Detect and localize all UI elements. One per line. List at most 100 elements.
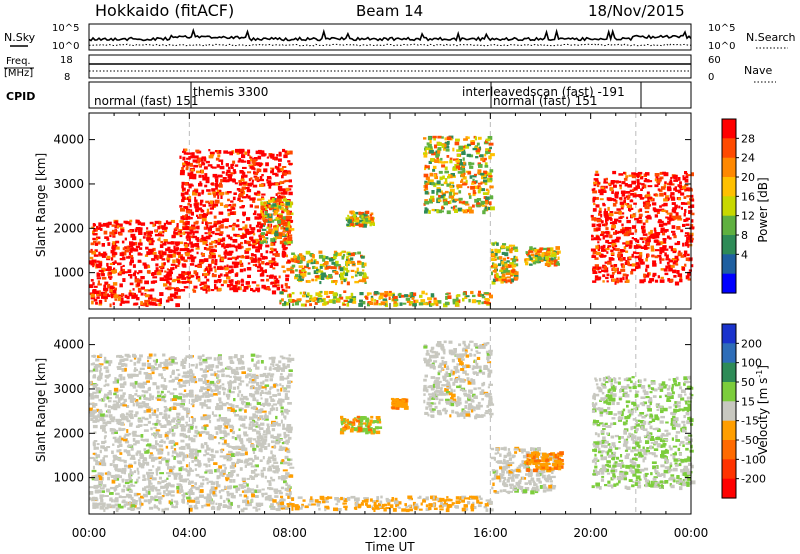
echo-cell bbox=[234, 245, 239, 249]
echo-cell bbox=[153, 223, 157, 227]
echo-cell bbox=[218, 490, 221, 494]
echo-cell bbox=[362, 213, 366, 217]
echo-cell bbox=[195, 208, 199, 213]
echo-cell bbox=[228, 403, 233, 406]
echo-cell bbox=[180, 398, 186, 403]
echo-cell bbox=[115, 220, 118, 224]
echo-cell bbox=[295, 260, 300, 264]
echo-cell bbox=[251, 281, 257, 284]
echo-cell bbox=[268, 213, 272, 217]
echo-cell bbox=[231, 436, 235, 439]
echo-cell bbox=[114, 503, 119, 507]
echo-cell bbox=[252, 164, 255, 167]
echo-cell bbox=[240, 440, 244, 444]
echo-cell bbox=[138, 395, 142, 400]
echo-cell bbox=[243, 431, 248, 435]
echo-cell bbox=[267, 467, 272, 472]
echo-cell bbox=[222, 179, 228, 183]
echo-cell bbox=[167, 474, 171, 477]
echo-cell bbox=[277, 476, 281, 480]
echo-cell bbox=[269, 247, 274, 251]
echo-cell bbox=[409, 301, 413, 305]
echo-cell bbox=[162, 243, 167, 246]
echo-cell bbox=[282, 233, 286, 236]
echo-cell bbox=[654, 214, 658, 218]
echo-cell bbox=[199, 389, 203, 393]
echo-cell bbox=[462, 209, 468, 214]
echo-cell bbox=[384, 291, 389, 295]
echo-cell bbox=[482, 159, 486, 163]
echo-cell bbox=[254, 386, 258, 390]
echo-cell bbox=[240, 354, 244, 359]
echo-cell bbox=[120, 229, 125, 233]
echo-cell bbox=[367, 302, 370, 307]
echo-cell bbox=[208, 149, 211, 152]
echo-cell bbox=[175, 241, 180, 245]
echo-cell bbox=[261, 488, 265, 491]
echo-cell bbox=[117, 404, 120, 407]
echo-cell bbox=[609, 234, 613, 239]
echo-cell bbox=[285, 254, 288, 257]
echo-cell bbox=[266, 423, 270, 427]
echo-cell bbox=[596, 251, 601, 256]
echo-cell bbox=[104, 447, 108, 451]
echo-cell bbox=[628, 229, 632, 234]
echo-cell bbox=[177, 259, 180, 264]
echo-cell bbox=[284, 150, 288, 155]
echo-cell bbox=[309, 303, 312, 307]
echo-cell bbox=[235, 366, 239, 370]
echo-cell bbox=[289, 201, 293, 206]
echo-cell bbox=[658, 189, 663, 192]
echo-cell bbox=[286, 441, 289, 445]
echo-cell bbox=[156, 258, 159, 261]
echo-cell bbox=[278, 214, 283, 219]
echo-cell bbox=[197, 263, 202, 266]
echo-cell bbox=[247, 195, 251, 199]
echo-cell bbox=[596, 218, 602, 223]
echo-cell bbox=[613, 247, 616, 251]
echo-cell bbox=[196, 238, 200, 243]
echo-cell bbox=[479, 293, 483, 297]
echo-cell bbox=[607, 206, 610, 211]
echo-cell bbox=[286, 233, 288, 237]
cpid-segment-1: normal (fast) 151 bbox=[94, 94, 198, 108]
echo-cell bbox=[274, 279, 280, 284]
echo-cell bbox=[190, 168, 195, 172]
echo-cell bbox=[356, 221, 361, 224]
echo-cell bbox=[194, 468, 197, 471]
echo-cell bbox=[249, 204, 253, 208]
echo-cell bbox=[99, 227, 103, 231]
echo-cell bbox=[149, 485, 153, 489]
echo-cell bbox=[233, 375, 237, 378]
echo-cell bbox=[638, 195, 643, 198]
echo-cell bbox=[259, 459, 263, 462]
echo-cell bbox=[608, 213, 614, 217]
echo-cell bbox=[176, 264, 180, 267]
echo-cell bbox=[90, 279, 94, 282]
echo-cell bbox=[393, 302, 399, 307]
echo-cell bbox=[270, 170, 274, 174]
echo-cell bbox=[278, 194, 281, 198]
echo-cell bbox=[687, 271, 691, 276]
echo-cell bbox=[208, 254, 212, 259]
colorbar-tick-label: 28 bbox=[741, 132, 755, 145]
echo-cell bbox=[422, 303, 427, 306]
echo-cell bbox=[153, 504, 156, 508]
echo-cell bbox=[190, 155, 195, 159]
echo-cell bbox=[452, 167, 456, 171]
echo-cell bbox=[220, 449, 223, 452]
echo-cell bbox=[194, 205, 199, 209]
echo-cell bbox=[269, 378, 273, 382]
echo-cell bbox=[170, 467, 175, 471]
echo-cell bbox=[167, 390, 171, 393]
velocity-heatmap bbox=[89, 318, 696, 514]
echo-cell bbox=[658, 219, 662, 222]
echo-cell bbox=[626, 197, 630, 200]
echo-cell bbox=[605, 248, 610, 251]
echo-cell bbox=[614, 270, 617, 273]
echo-cell bbox=[250, 488, 255, 491]
echo-cell bbox=[677, 252, 683, 257]
echo-cell bbox=[350, 210, 354, 215]
